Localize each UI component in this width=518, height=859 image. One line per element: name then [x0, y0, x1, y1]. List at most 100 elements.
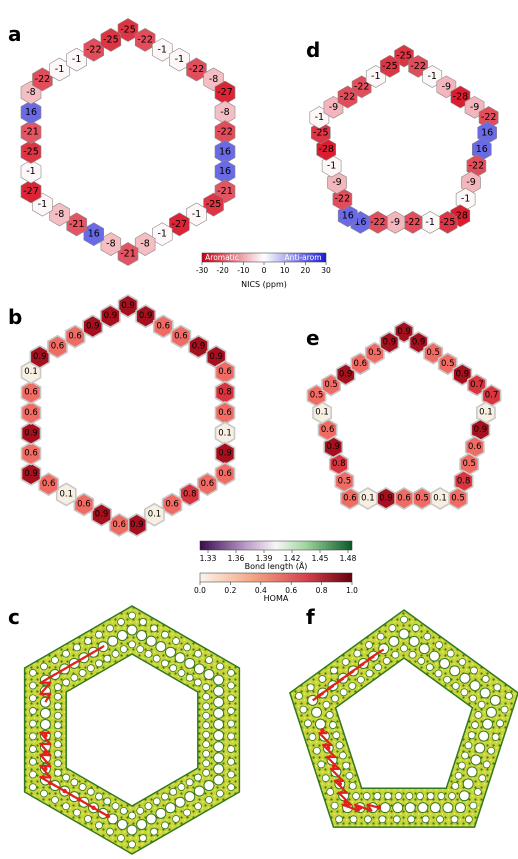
hex-value: 0.9 — [95, 510, 109, 520]
ring-hole — [418, 643, 430, 655]
ring-hole — [227, 668, 235, 677]
panel-label-b: b — [8, 305, 23, 329]
hex-value: 0.5 — [368, 348, 382, 358]
ring-hole — [388, 635, 400, 647]
hex-cell — [321, 373, 342, 397]
ring-hole — [457, 761, 466, 770]
colorbar-tick-label: -20 — [217, 266, 229, 275]
ring-hole — [227, 732, 235, 741]
hex-value: -22 — [469, 161, 485, 172]
acid-plot-ring6 — [23, 605, 241, 855]
hex-value: 0.1 — [361, 493, 375, 503]
hex-value: -25 — [382, 61, 398, 72]
ring-hole — [469, 680, 481, 692]
ring-current-path — [318, 732, 380, 812]
ring-hole — [364, 815, 372, 824]
ring-hole — [202, 711, 211, 720]
hex-value: -8 — [106, 239, 115, 250]
hex-cell — [214, 159, 236, 184]
ring-hole — [378, 815, 387, 824]
ring-hole — [213, 741, 225, 753]
ring-hole — [177, 783, 186, 791]
hex-value: -1 — [425, 217, 434, 228]
ring-hole — [193, 663, 205, 675]
ring-hole — [405, 792, 414, 800]
ring-hole — [161, 659, 169, 668]
hex-value: 0.6 — [51, 342, 65, 352]
hex-value: 0.5 — [324, 380, 338, 390]
homa-colorbar-gradient — [199, 572, 353, 583]
current-arrow — [43, 766, 48, 772]
ring-hole — [392, 802, 404, 814]
ring-hole — [474, 711, 483, 719]
ring-hole — [106, 827, 114, 836]
ring-hole — [374, 663, 383, 672]
hex-value: 16 — [481, 127, 493, 138]
ring-hole — [299, 705, 308, 714]
ring-hole — [306, 683, 315, 692]
ring-hole — [394, 792, 403, 800]
ring-hole — [213, 730, 225, 742]
hex-cell — [475, 401, 496, 425]
ring-hole — [111, 802, 120, 810]
ring-hole — [117, 618, 125, 626]
ring-hole — [341, 658, 350, 666]
ring-hole — [128, 640, 136, 649]
ring-hole — [505, 691, 513, 700]
hex-cell — [214, 421, 236, 446]
ring-hole — [469, 801, 478, 810]
ring-hole — [84, 815, 92, 823]
ring-hole — [78, 783, 87, 791]
hex-value: 0.6 — [77, 500, 91, 510]
hex-value: 0.9 — [130, 520, 144, 530]
hex-value: 0.9 — [456, 369, 470, 379]
ring-hole — [454, 802, 466, 814]
hex-value: 0.9 — [379, 493, 393, 503]
hex-value: 0.1 — [433, 493, 447, 503]
ring-hole — [479, 687, 491, 699]
ring-hole — [119, 645, 128, 654]
ring-hole — [308, 733, 317, 741]
ring-hole — [317, 760, 326, 769]
hex-value: -1 — [72, 54, 81, 65]
ring-hole — [73, 643, 81, 652]
hex-cell — [459, 452, 480, 476]
ring-hole — [145, 635, 157, 647]
ring-hole — [326, 787, 335, 796]
ring-hole — [161, 792, 169, 801]
hex-value: 0.9 — [383, 338, 397, 348]
ring-hole — [478, 774, 487, 783]
ring-hole — [128, 611, 136, 620]
ring-hole — [205, 796, 213, 804]
hex-value: 0.5 — [415, 493, 429, 503]
hex-value: 0.9 — [104, 311, 118, 321]
ring-hole — [417, 802, 429, 814]
ring-hole — [95, 659, 103, 668]
hex-value: -21 — [217, 186, 233, 197]
ring-hole — [304, 719, 312, 728]
ring-hole — [429, 802, 441, 814]
ring-hole — [466, 766, 478, 778]
ring-hole — [169, 664, 178, 673]
ring-hole — [356, 675, 365, 684]
hex-value: -8 — [26, 87, 35, 98]
ring-hole — [428, 650, 440, 662]
hex-value: 0.6 — [174, 332, 188, 342]
ring-hole — [73, 808, 81, 817]
hex-value: -1 — [371, 71, 380, 82]
ring-hole — [193, 773, 202, 782]
ring-hole — [29, 757, 37, 766]
hex-value: 0.9 — [412, 338, 426, 348]
colorbar-tick-label: 1.45 — [312, 554, 329, 563]
ring-hole — [128, 840, 136, 849]
hex-value: 0.5 — [426, 348, 440, 358]
ring-hole — [318, 675, 327, 683]
ring-hole — [434, 669, 443, 678]
ring-hole — [183, 808, 191, 817]
ring-hole — [150, 624, 158, 633]
hex-value: -22 — [410, 61, 426, 72]
hex-value: -22 — [189, 64, 205, 75]
current-arrow — [320, 727, 325, 733]
ring-hole — [458, 790, 470, 802]
ring-hole — [53, 692, 62, 701]
